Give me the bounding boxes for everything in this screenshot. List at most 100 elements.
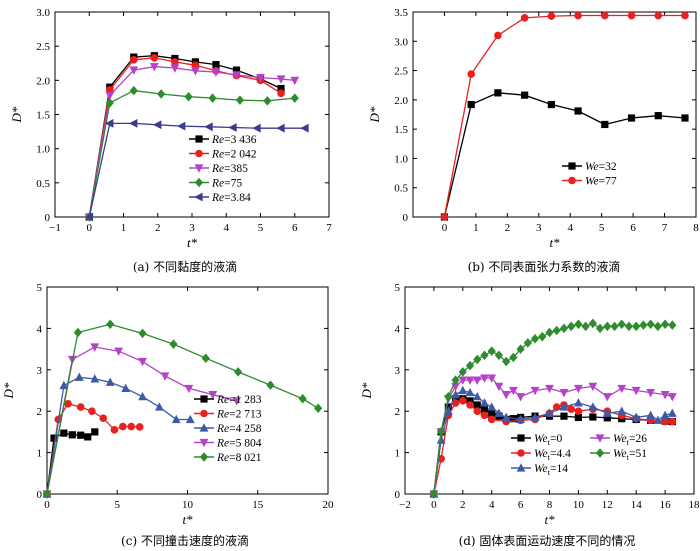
data-point (73, 327, 83, 338)
x-tick-label: 4 (224, 222, 230, 234)
data-point (574, 398, 583, 407)
data-point (170, 64, 180, 73)
series-line (46, 323, 319, 495)
data-point (646, 388, 656, 398)
data-point (559, 323, 569, 334)
x-tick-label: 5 (115, 499, 121, 511)
y-tick-label: 0 (45, 212, 51, 224)
legend-label-var: We (613, 448, 627, 460)
y-tick-label: 1.0 (36, 144, 50, 156)
data-point (530, 412, 540, 422)
data-point (129, 66, 139, 75)
y-axis-label: D* (9, 106, 24, 123)
data-point (290, 93, 299, 103)
legend-item: Re=5 804 (194, 438, 262, 450)
data-point (574, 384, 583, 394)
y-tick-label: 3.0 (36, 7, 50, 19)
data-point (521, 91, 529, 99)
x-tick-label: 0 (431, 499, 437, 511)
x-tick-label: 1 (121, 222, 127, 234)
data-point (185, 414, 195, 424)
data-point (681, 114, 689, 122)
y-tick-label: 3.0 (394, 36, 408, 48)
data-point (105, 118, 114, 128)
data-point (458, 367, 467, 377)
legend-item: Re=385 (189, 163, 248, 175)
legend-swatch-marker (200, 395, 208, 403)
data-point (509, 352, 518, 363)
legend-item: Re=1 283 (194, 394, 262, 406)
legend-item: Re=75 (189, 178, 242, 190)
legend-label: Wet=26 (613, 433, 647, 447)
data-point (502, 356, 511, 367)
legend-swatch-marker (568, 176, 576, 185)
legend-label-var: Re (211, 134, 224, 146)
legend-label-value: =5 804 (229, 438, 262, 450)
data-point (472, 391, 482, 401)
data-point (211, 68, 221, 77)
chart-caption: (d) 固体表面运动速度不同的情况 (459, 533, 636, 548)
y-tick-label: 5 (395, 282, 401, 294)
y-tick-label: 3 (395, 365, 401, 377)
legend-label-value: =3.84 (224, 192, 251, 204)
data-point (129, 118, 138, 128)
x-tick-label: 2 (460, 499, 466, 511)
data-point (574, 413, 582, 422)
data-point (77, 431, 85, 439)
data-point (610, 321, 619, 332)
legend-item: Re=3 436 (189, 134, 257, 146)
x-tick-label: 15 (252, 499, 264, 511)
data-point (451, 375, 460, 385)
legend-label: Re=4 258 (216, 423, 262, 435)
x-tick-label: 6 (630, 222, 636, 234)
y-axis-label: D* (1, 382, 16, 399)
data-point (494, 382, 504, 392)
data-point (466, 401, 474, 409)
series-5 (84, 118, 309, 222)
legend-swatch-marker (199, 452, 209, 462)
data-point (169, 339, 178, 349)
y-tick-label: 0 (37, 489, 43, 501)
data-point (76, 403, 85, 411)
legend-label: Re=2 713 (216, 409, 262, 421)
x-tick-label: 10 (182, 499, 194, 511)
legend-label-value: =26 (629, 433, 647, 445)
legend-label-sub: t (627, 437, 630, 447)
data-point (473, 354, 482, 365)
legend-label-var: Re (211, 178, 224, 190)
data-point (135, 423, 144, 431)
data-point (444, 391, 453, 402)
data-point (627, 114, 636, 122)
data-point (516, 344, 525, 354)
legend-swatch-marker (195, 149, 203, 158)
y-tick-label: 5 (37, 282, 43, 294)
data-point (538, 331, 547, 342)
data-point (276, 123, 285, 133)
data-point (64, 399, 72, 408)
data-point (266, 380, 275, 390)
legend-label-var: We (585, 161, 599, 173)
data-point (501, 412, 511, 422)
legend-label-var: We (534, 448, 548, 460)
legend-label: Re=75 (211, 178, 242, 190)
data-point (660, 391, 670, 400)
x-tick-label: 4 (489, 499, 495, 511)
data-point (153, 120, 162, 130)
data-point (480, 374, 489, 383)
legend-label: We=32 (585, 161, 617, 173)
data-point (105, 98, 114, 108)
data-point (300, 123, 309, 133)
series-2 (43, 399, 144, 498)
legend-swatch-marker (194, 164, 204, 173)
data-point (458, 385, 468, 395)
data-point (487, 346, 496, 356)
data-point (667, 408, 677, 417)
legend-label: Wet=4.4 (534, 448, 571, 462)
legend-item: Wet=0 (511, 433, 563, 447)
data-point (567, 405, 575, 413)
legend-label-sub: t (548, 452, 551, 462)
series-line (46, 376, 191, 495)
data-point (204, 122, 213, 132)
y-tick-label: 2 (395, 406, 401, 418)
